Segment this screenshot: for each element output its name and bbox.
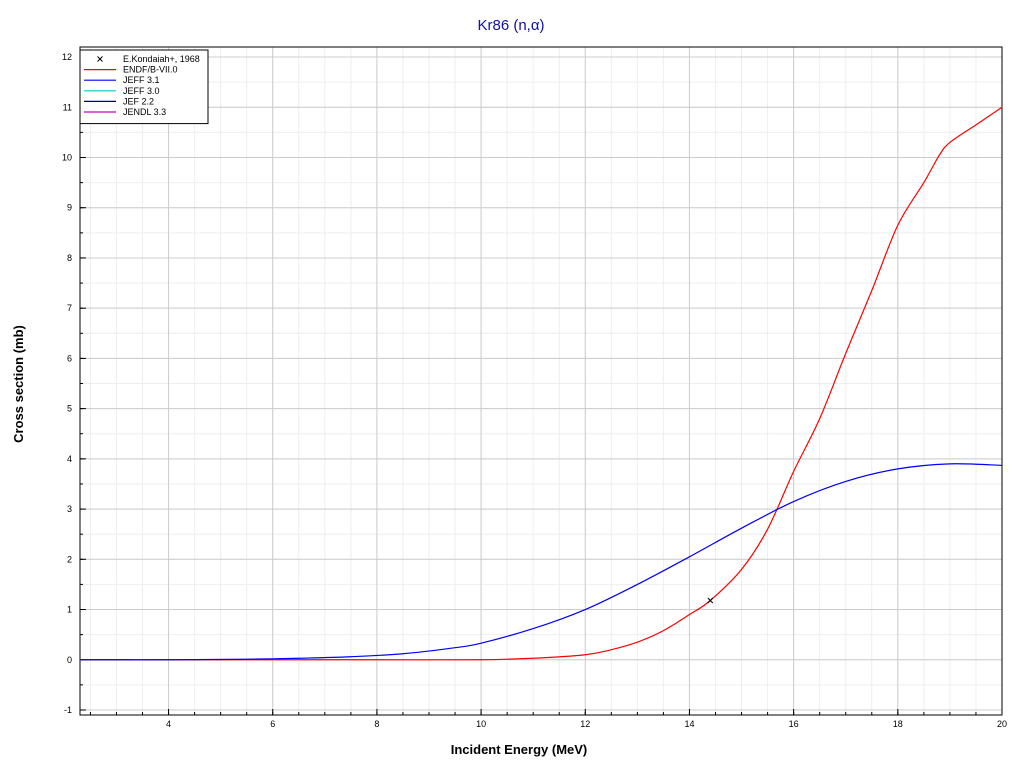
x-axis-label: Incident Energy (MeV) xyxy=(451,742,588,757)
data-points xyxy=(707,597,714,604)
data-point-marker xyxy=(707,597,714,604)
x-tick-label: 18 xyxy=(893,719,903,729)
y-tick-label: 8 xyxy=(67,253,72,263)
legend-box xyxy=(79,49,209,125)
y-tick-label: 3 xyxy=(67,504,72,514)
x-tick-label: 8 xyxy=(374,719,379,729)
legend-label: ENDF/B-VII.0 xyxy=(123,65,178,75)
x-tick-label: 16 xyxy=(789,719,799,729)
y-tick-label: 1 xyxy=(67,605,72,615)
y-tick-label: 5 xyxy=(67,404,72,414)
series-line-jeff-3-1 xyxy=(79,463,1003,661)
legend-label: JEFF 3.1 xyxy=(123,75,160,85)
y-tick-label: 2 xyxy=(67,554,72,564)
x-tick-label: 4 xyxy=(166,719,171,729)
y-tick-label: 4 xyxy=(67,454,72,464)
chart-title: Kr86 (n,α) xyxy=(477,17,544,34)
data-point-stroke xyxy=(707,597,714,604)
y-tick-label: -1 xyxy=(64,705,72,715)
y-tick-label: 9 xyxy=(67,203,72,213)
legend-label: JENDL 3.3 xyxy=(123,107,166,117)
x-tick-label: 10 xyxy=(476,719,486,729)
legend-label: E.Kondaiah+, 1968 xyxy=(123,54,200,64)
legend-marker xyxy=(97,56,103,62)
y-tick-label: 10 xyxy=(62,152,72,162)
y-tick-label: 6 xyxy=(67,353,72,363)
x-tick-label: 12 xyxy=(580,719,590,729)
y-tick-label: 0 xyxy=(67,655,72,665)
y-tick-label: 7 xyxy=(67,303,72,313)
y-axis-label: Cross section (mb) xyxy=(11,325,26,443)
plot-frame xyxy=(79,46,1003,716)
x-tick-label: 6 xyxy=(270,719,275,729)
legend-label: JEFF 3.0 xyxy=(123,86,160,96)
x-tick-label: 14 xyxy=(684,719,694,729)
x-tick-label: 20 xyxy=(997,719,1007,729)
y-tick-label: 12 xyxy=(62,52,72,62)
y-tick-label: 11 xyxy=(63,102,72,112)
legend-label: JEF 2.2 xyxy=(123,96,154,106)
